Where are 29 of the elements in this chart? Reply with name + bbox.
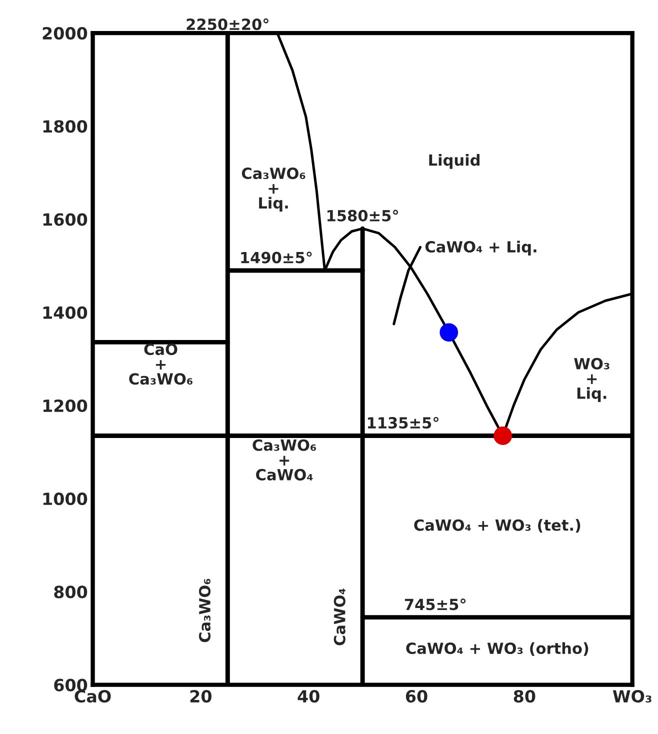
y-tick-label: 600 [54,678,88,692]
y-tick-label: 1800 [43,120,88,133]
x-tick-label: WO₃ [612,690,652,703]
annotation: CaO + Ca₃WO₆ [129,344,192,385]
annotation: 1490±5° [241,252,312,264]
annotation: Ca₃WO₆ + CaWO₄ [252,439,316,480]
annotation: CaWO₄ + WO₃ (tet.) [414,519,580,533]
y-tick-label: 1200 [43,399,88,412]
y-tick-label: 800 [54,586,88,598]
annotation: Ca₃WO₆ [198,578,211,642]
text: 2250±20° [186,18,268,30]
annotation: WO₃ + Liq. [574,358,610,402]
x-tick-label: CaO [74,690,111,703]
y-tick-label: 1600 [43,213,88,226]
x-tick-label: 80 [514,690,536,703]
y-tick-label: 2000 [42,26,88,40]
annotation: CaWO₄ + Liq. [425,240,536,256]
x-tick-label: 20 [190,690,212,703]
y-tick-label: 1000 [43,492,88,506]
annotation: 1135±5° [368,416,438,429]
x-tick-label: 60 [406,690,428,703]
annotation: 1580±5° [327,210,398,222]
annotation: CaWO₄ + WO₃ (ortho) [406,642,588,656]
annotation: Ca₃WO₆ + Liq. [242,168,306,212]
annotation: 745±5° [404,598,466,610]
annotation: CaWO₄ [334,588,346,646]
x-tick-label: 40 [298,690,320,703]
annotation: Liquid [429,154,480,169]
y-tick-label: 1400 [43,306,88,319]
